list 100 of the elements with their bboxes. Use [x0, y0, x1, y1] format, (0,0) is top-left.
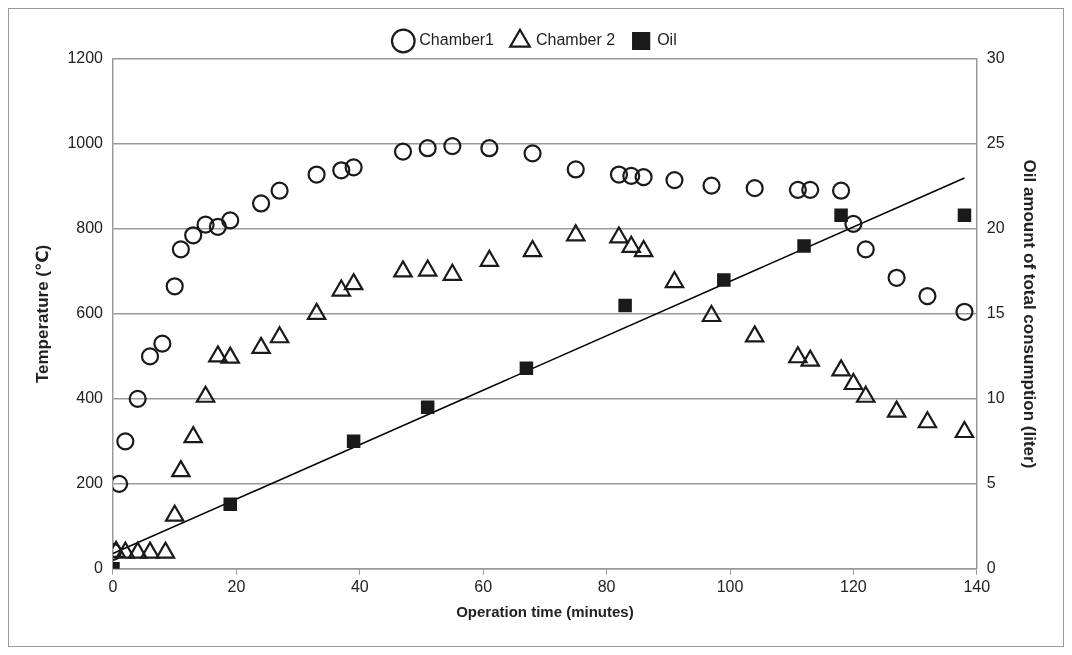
point [565, 224, 586, 242]
point [420, 400, 435, 415]
point [717, 273, 731, 287]
point [918, 286, 937, 306]
point [801, 180, 820, 199]
point [479, 249, 500, 267]
point [633, 239, 654, 258]
legend-label: Chamber1 [419, 31, 495, 49]
point [418, 139, 437, 158]
y2-tick-label: 30 [986, 49, 1005, 67]
point [702, 176, 721, 195]
point [331, 279, 352, 297]
x-tick-label: 120 [840, 577, 867, 595]
y-axis-title: Temperature (℃) [32, 244, 52, 384]
x-tick-label: 140 [963, 577, 991, 595]
legend-label: Chamber 2 [536, 31, 616, 49]
point [887, 268, 906, 287]
point [306, 302, 327, 320]
x-tick-label: 0 [108, 577, 118, 595]
point [788, 180, 807, 199]
point [618, 298, 632, 313]
point [855, 385, 876, 403]
point [196, 215, 215, 234]
point [164, 504, 185, 522]
point [269, 326, 290, 344]
point [522, 239, 543, 258]
point [634, 168, 653, 187]
point [184, 226, 203, 245]
legend-label: Oil [657, 31, 677, 49]
point [346, 434, 361, 449]
point [917, 411, 938, 429]
y2-tick-label: 10 [986, 389, 1005, 407]
point [344, 158, 363, 177]
point [519, 361, 534, 376]
y-tick-label: 200 [76, 474, 104, 492]
y-tick-label: 1200 [67, 49, 104, 67]
point [442, 263, 463, 281]
y2-axis-title: Oil amount of total consumption (liter) [1020, 159, 1040, 469]
point [270, 181, 289, 200]
point [208, 217, 227, 236]
y-tick-label: 1000 [67, 134, 104, 152]
point [844, 214, 863, 233]
point [332, 161, 351, 180]
point [523, 144, 542, 163]
x-tick-label: 60 [474, 577, 493, 595]
point [664, 270, 685, 289]
point [171, 240, 190, 259]
point [665, 170, 684, 190]
point [622, 166, 641, 185]
point [220, 346, 240, 364]
point [856, 240, 875, 259]
y2-tick-label: 20 [986, 219, 1005, 237]
point [954, 420, 975, 439]
point [307, 165, 326, 184]
point [831, 181, 851, 200]
y2-tick-label: 15 [986, 304, 1005, 322]
point [843, 372, 864, 391]
y2-tick-label: 0 [986, 559, 996, 577]
point [609, 226, 629, 244]
point [251, 194, 271, 213]
point [744, 325, 765, 343]
point [886, 400, 907, 418]
point [621, 235, 642, 253]
point [140, 347, 160, 366]
point [223, 497, 237, 511]
point [788, 346, 808, 364]
point [221, 211, 240, 230]
point [155, 541, 176, 559]
point [127, 541, 148, 559]
point [797, 239, 811, 253]
x-tick-label: 20 [227, 577, 246, 595]
point [957, 208, 972, 223]
point [171, 459, 191, 478]
point [955, 302, 974, 321]
x-tick-label: 40 [350, 577, 369, 595]
point [208, 345, 228, 363]
y-tick-label: 400 [76, 389, 104, 407]
x-tick-label: 100 [716, 577, 744, 595]
y2-tick-label: 25 [986, 134, 1005, 152]
y2-tick-label: 5 [986, 474, 996, 492]
point [343, 273, 364, 291]
y-tick-label: 600 [76, 304, 104, 322]
point [745, 179, 764, 198]
point [251, 336, 271, 354]
point [128, 389, 147, 408]
point [140, 541, 160, 559]
point [183, 426, 203, 444]
point [417, 259, 438, 277]
x-axis-title: Operation time (minutes) [456, 603, 634, 621]
point [393, 142, 413, 161]
y-tick-label: 0 [94, 559, 104, 577]
x-tick-label: 80 [597, 577, 616, 595]
point [195, 385, 216, 403]
point [165, 277, 184, 296]
point [115, 541, 136, 559]
point [800, 349, 820, 367]
point [393, 260, 413, 278]
point [566, 160, 585, 179]
point [443, 136, 462, 156]
point [153, 334, 172, 353]
